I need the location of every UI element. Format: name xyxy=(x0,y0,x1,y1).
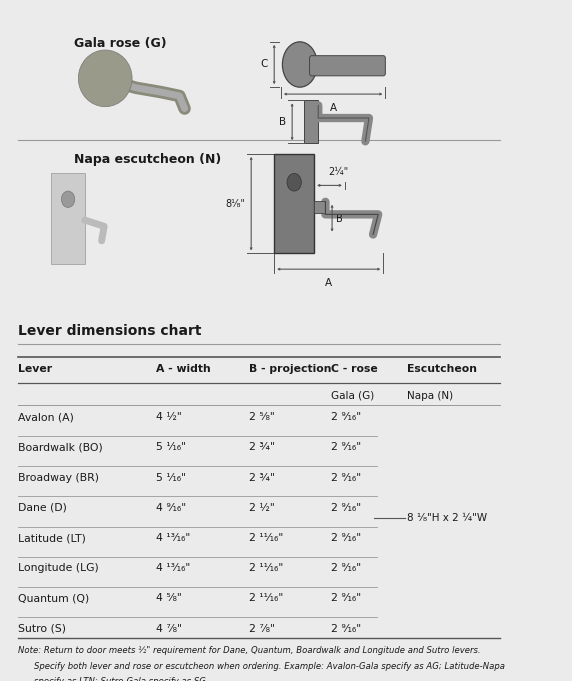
Text: 5 ¹⁄₁₆": 5 ¹⁄₁₆" xyxy=(156,443,186,452)
Text: Napa (N): Napa (N) xyxy=(407,391,454,400)
Text: Broadway (BR): Broadway (BR) xyxy=(18,473,99,483)
Text: Escutcheon: Escutcheon xyxy=(407,364,478,375)
Bar xyxy=(274,154,314,253)
Text: Sutro (S): Sutro (S) xyxy=(18,624,66,634)
Text: 2 ¹¹⁄₁₆": 2 ¹¹⁄₁₆" xyxy=(249,563,283,573)
Text: Lever dimensions chart: Lever dimensions chart xyxy=(18,323,202,338)
Circle shape xyxy=(287,174,301,191)
Text: 2 ⁹⁄₁₆": 2 ⁹⁄₁₆" xyxy=(331,503,361,513)
Text: C: C xyxy=(261,59,268,69)
Text: 2 ⁷⁄₈": 2 ⁷⁄₈" xyxy=(249,624,275,634)
Text: 2 ⁵⁄₈": 2 ⁵⁄₈" xyxy=(249,412,275,422)
Text: Quantum (Q): Quantum (Q) xyxy=(18,593,89,603)
Text: 2 ⁹⁄₁₆": 2 ⁹⁄₁₆" xyxy=(331,624,361,634)
Text: Dane (D): Dane (D) xyxy=(18,503,67,513)
Text: 2 ¾": 2 ¾" xyxy=(249,443,275,452)
Ellipse shape xyxy=(283,42,317,87)
Text: A - width: A - width xyxy=(156,364,211,375)
Text: Lever: Lever xyxy=(18,364,52,375)
Text: B: B xyxy=(336,214,343,224)
Text: 2¼": 2¼" xyxy=(329,167,349,176)
Text: 2 ⁹⁄₁₆": 2 ⁹⁄₁₆" xyxy=(331,593,361,603)
Circle shape xyxy=(61,191,75,208)
Text: 4 ¹³⁄₁₆": 4 ¹³⁄₁₆" xyxy=(156,563,190,573)
Text: A: A xyxy=(325,278,332,288)
Text: 5 ¹⁄₁₆": 5 ¹⁄₁₆" xyxy=(156,473,186,483)
Bar xyxy=(304,100,318,143)
Text: Gala (G): Gala (G) xyxy=(331,391,374,400)
Text: 2 ¾": 2 ¾" xyxy=(249,473,275,483)
Text: Gala rose (G): Gala rose (G) xyxy=(74,37,167,50)
Text: 2 ⁹⁄₁₆": 2 ⁹⁄₁₆" xyxy=(331,412,361,422)
Ellipse shape xyxy=(78,50,132,107)
Text: Napa escutcheon (N): Napa escutcheon (N) xyxy=(74,153,222,165)
Bar xyxy=(314,200,325,213)
FancyBboxPatch shape xyxy=(309,56,386,76)
Text: 2 ¹¹⁄₁₆": 2 ¹¹⁄₁₆" xyxy=(249,533,283,543)
Text: 2 ¹¹⁄₁₆": 2 ¹¹⁄₁₆" xyxy=(249,593,283,603)
Text: 2 ⁹⁄₁₆": 2 ⁹⁄₁₆" xyxy=(331,533,361,543)
Text: 4 ⁹⁄₁₆": 4 ⁹⁄₁₆" xyxy=(156,503,186,513)
Text: 4 ¹³⁄₁₆": 4 ¹³⁄₁₆" xyxy=(156,533,190,543)
Text: B: B xyxy=(279,117,286,127)
Text: 2 ⁹⁄₁₆": 2 ⁹⁄₁₆" xyxy=(331,443,361,452)
Text: Boardwalk (BO): Boardwalk (BO) xyxy=(18,443,103,452)
Text: 4 ½": 4 ½" xyxy=(156,412,182,422)
Text: 8¹⁄₈": 8¹⁄₈" xyxy=(225,199,245,208)
Text: 4 ⁷⁄₈": 4 ⁷⁄₈" xyxy=(156,624,182,634)
Text: Note: Return to door meets ½" requirement for Dane, Quantum, Boardwalk and Longi: Note: Return to door meets ½" requiremen… xyxy=(18,646,481,655)
Text: 4 ⁵⁄₈": 4 ⁵⁄₈" xyxy=(156,593,182,603)
Text: Latitude (LT): Latitude (LT) xyxy=(18,533,86,543)
Text: 2 ⁹⁄₁₆": 2 ⁹⁄₁₆" xyxy=(331,563,361,573)
Text: A: A xyxy=(329,103,337,113)
Text: C - rose: C - rose xyxy=(331,364,378,375)
Text: Avalon (A): Avalon (A) xyxy=(18,412,74,422)
Text: 2 ⁹⁄₁₆": 2 ⁹⁄₁₆" xyxy=(331,473,361,483)
Text: specify as LTN; Sutro-Gala specify as SG.: specify as LTN; Sutro-Gala specify as SG… xyxy=(34,677,208,681)
Text: Longitude (LG): Longitude (LG) xyxy=(18,563,99,573)
Text: B - projection: B - projection xyxy=(249,364,331,375)
Text: 2 ½": 2 ½" xyxy=(249,503,275,513)
Text: Specify both lever and rose or escutcheon when ordering. Example: Avalon-Gala sp: Specify both lever and rose or escutcheo… xyxy=(34,662,505,671)
Bar xyxy=(51,173,85,264)
Text: 8 ¹⁄₈"H x 2 ¼"W: 8 ¹⁄₈"H x 2 ¼"W xyxy=(407,513,487,523)
